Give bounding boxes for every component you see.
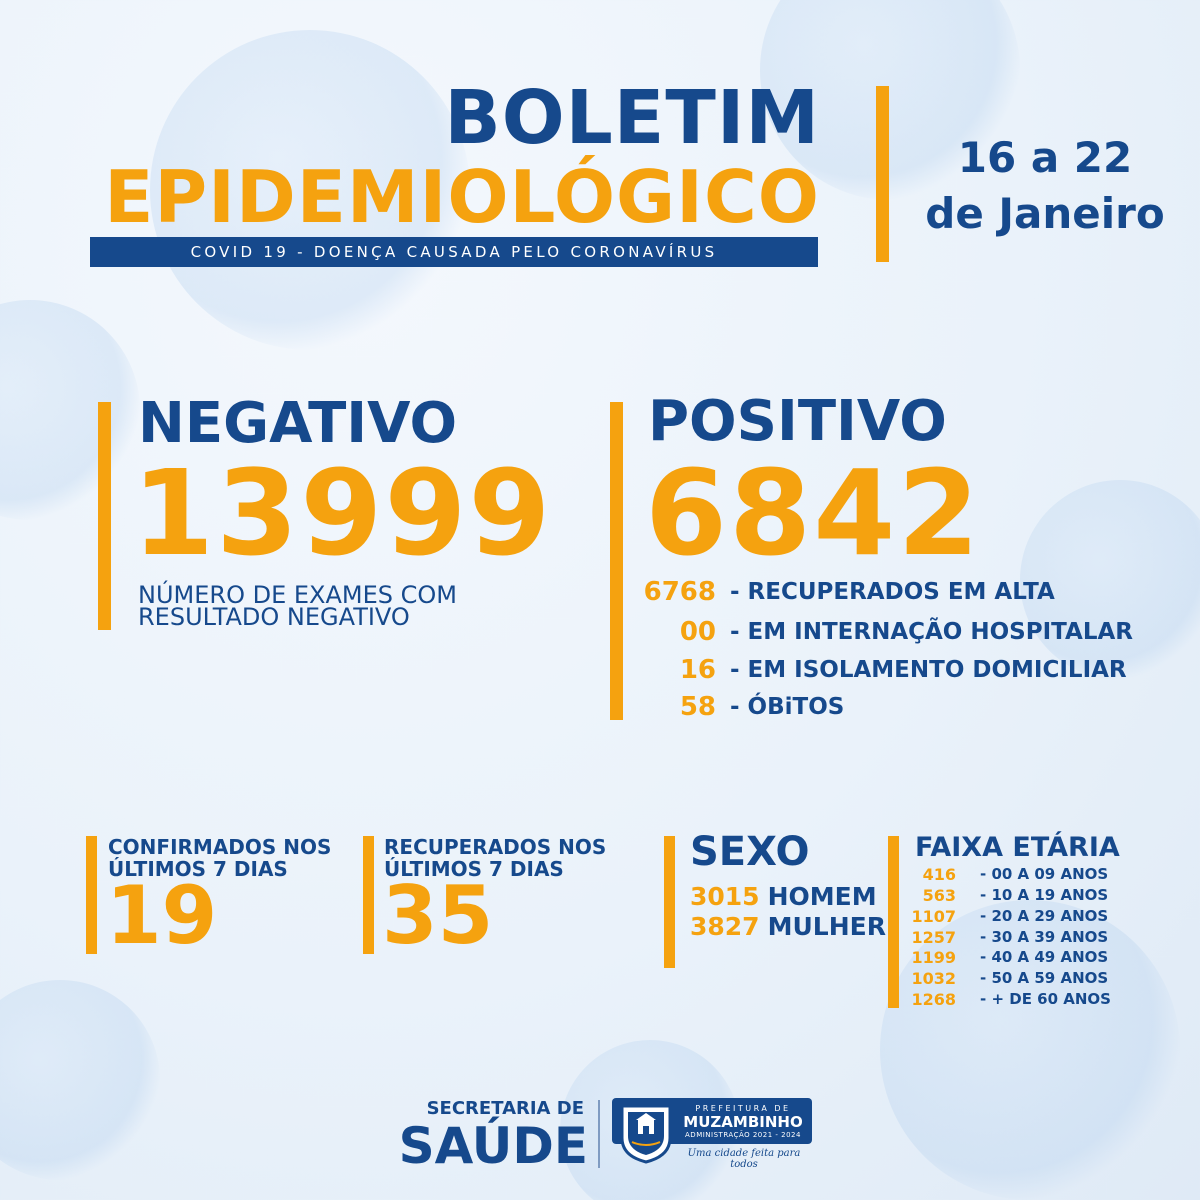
age-range-label: - 40 A 49 ANOS (980, 948, 1109, 966)
recovered-heading: RECUPERADOS NOS ÚLTIMOS 7 DIAS (384, 836, 606, 880)
positive-item: 58 - ÓBiTOS (630, 689, 1190, 725)
negative-desc-line1: NÚMERO DE EXAMES COM (138, 581, 457, 609)
virus-decoration (1020, 480, 1200, 680)
footer-divider (598, 1100, 600, 1168)
age-range-label: - 10 A 19 ANOS (980, 886, 1109, 904)
sex-item-label: MULHER (767, 912, 886, 941)
date-line2: de Janeiro (925, 189, 1165, 238)
positive-item: 6768 - RECUPERADOS EM ALTA (630, 574, 1190, 610)
sex-item-value: 3015 (690, 882, 760, 911)
negative-description: NÚMERO DE EXAMES COM RESULTADO NEGATIVO (138, 581, 518, 631)
age-range-item: 1107 - 20 A 29 ANOS (900, 906, 1170, 926)
positive-item-label: - EM ISOLAMENTO DOMICILIAR (730, 657, 1127, 683)
recovered-bar (363, 836, 374, 954)
virus-decoration (150, 30, 470, 350)
age-range-label: - 20 A 29 ANOS (980, 907, 1109, 925)
date-line1: 16 a 22 (957, 133, 1133, 182)
positive-item-label: - ÓBiTOS (730, 694, 845, 720)
subtitle-banner: COVID 19 - DOENÇA CAUSADA PELO CORONAVÍR… (90, 237, 818, 267)
footer-secretaria: SECRETARIA DE (426, 1098, 584, 1119)
positive-item: 16 - EM ISOLAMENTO DOMICILIAR (630, 652, 1190, 688)
footer-saude: SAÚDE (398, 1117, 588, 1175)
virus-decoration (0, 300, 140, 520)
virus-decoration (760, 0, 1020, 200)
date-range: 16 a 22 de Janeiro (910, 130, 1180, 242)
recovered-count: 35 (382, 869, 494, 962)
sex-item: 3015 HOMEM (690, 882, 900, 911)
confirmed-heading-line1: CONFIRMADOS NOS (108, 835, 332, 859)
positive-item-value: 16 (679, 655, 716, 685)
confirmed-bar (86, 836, 97, 954)
bulletin-title-line1: BOLETIM (444, 75, 820, 161)
age-range-label: - 50 A 59 ANOS (980, 969, 1109, 987)
positive-bar (610, 402, 623, 720)
positive-item-value: 58 (679, 692, 716, 722)
age-range-label: - 00 A 09 ANOS (980, 865, 1109, 883)
age-range-value: 563 (922, 885, 956, 905)
age-range-item: 1032 - 50 A 59 ANOS (900, 968, 1170, 988)
age-range-item: 1199 - 40 A 49 ANOS (900, 947, 1170, 967)
confirmed-heading-line2: ÚLTIMOS 7 DIAS (108, 857, 288, 881)
positive-item-value: 00 (679, 617, 716, 647)
age-range-item: 416 - 00 A 09 ANOS (900, 864, 1170, 884)
age-range-value: 1107 (911, 906, 956, 926)
age-range-item: 563 - 10 A 19 ANOS (900, 885, 1170, 905)
age-bar (888, 836, 899, 1008)
negative-desc-line2: RESULTADO NEGATIVO (138, 603, 410, 631)
sex-item-label: HOMEM (767, 882, 877, 911)
age-range-value: 1268 (911, 989, 956, 1009)
positive-item-label: - RECUPERADOS EM ALTA (730, 579, 1055, 605)
age-range-title: FAIXA ETÁRIA (915, 832, 1120, 863)
positive-item-value: 6768 (643, 577, 716, 607)
negative-count: 13999 (132, 444, 553, 582)
bulletin-title-line2: EPIDEMIOLÓGICO (104, 155, 820, 239)
confirmed-count: 19 (106, 869, 218, 962)
recovered-heading-line1: RECUPERADOS NOS (384, 835, 607, 859)
age-range-value: 416 (922, 864, 956, 884)
header-divider (876, 86, 889, 262)
logo-slogan: Uma cidade feita para todos (687, 1148, 801, 1170)
crest-icon (620, 1104, 672, 1164)
negative-bar (98, 402, 111, 630)
logo-administration: ADMINISTRAÇÃO 2021 - 2024 (685, 1131, 801, 1139)
positive-label: POSITIVO (648, 389, 947, 454)
positive-item-label: - EM INTERNAÇÃO HOSPITALAR (730, 619, 1134, 645)
confirmed-heading: CONFIRMADOS NOS ÚLTIMOS 7 DIAS (108, 836, 331, 880)
sex-title: SEXO (690, 829, 810, 875)
age-range-value: 1199 (911, 947, 956, 967)
age-range-value: 1032 (911, 968, 956, 988)
sex-bar (664, 836, 675, 968)
sex-item-value: 3827 (690, 912, 760, 941)
age-range-value: 1257 (911, 927, 956, 947)
age-range-label: - 30 A 39 ANOS (980, 928, 1109, 946)
virus-decoration (880, 900, 1180, 1200)
age-range-item: 1257 - 30 A 39 ANOS (900, 927, 1170, 947)
recovered-heading-line2: ÚLTIMOS 7 DIAS (384, 857, 564, 881)
age-range-label: - + DE 60 ANOS (980, 990, 1111, 1008)
positive-item: 00 - EM INTERNAÇÃO HOSPITALAR (630, 614, 1190, 650)
sex-item: 3827 MULHER (690, 912, 900, 941)
negative-label: NEGATIVO (138, 391, 458, 456)
prefeitura-logo: PREFEITURA DE MUZAMBINHO ADMINISTRAÇÃO 2… (612, 1098, 812, 1170)
logo-city-name: MUZAMBINHO (683, 1113, 803, 1131)
positive-count: 6842 (645, 444, 982, 582)
logo-prefeitura: PREFEITURA DE (695, 1104, 791, 1113)
virus-decoration (0, 980, 160, 1180)
age-range-item: 1268 - + DE 60 ANOS (900, 989, 1170, 1009)
